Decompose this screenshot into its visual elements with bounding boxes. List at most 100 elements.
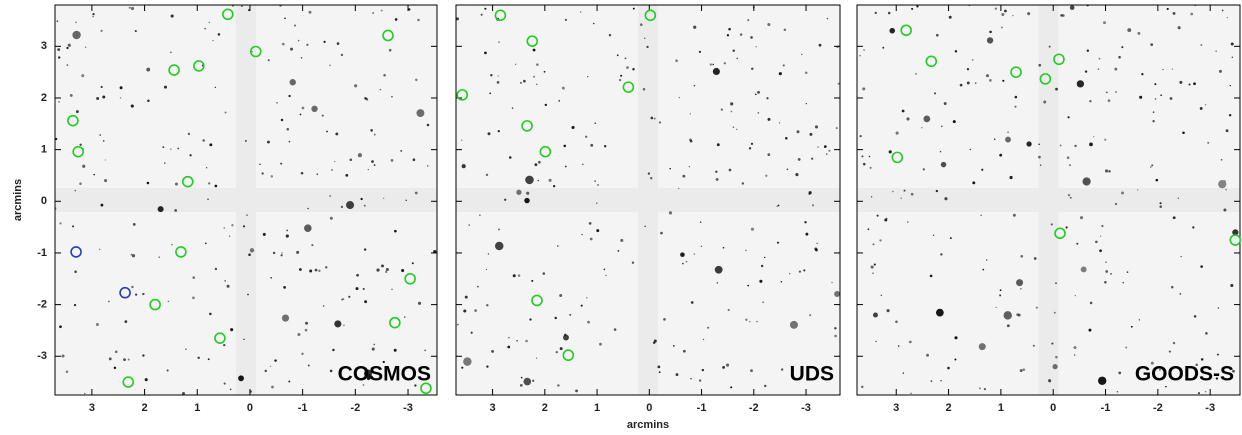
source bbox=[575, 389, 578, 393]
source bbox=[340, 205, 344, 209]
source bbox=[130, 6, 135, 11]
source bbox=[715, 170, 718, 173]
source bbox=[536, 63, 539, 66]
source bbox=[157, 206, 164, 213]
source bbox=[886, 309, 890, 313]
source bbox=[555, 350, 558, 354]
source bbox=[81, 74, 85, 78]
source bbox=[986, 74, 989, 78]
source bbox=[207, 198, 209, 201]
source bbox=[1068, 164, 1072, 167]
source bbox=[1127, 28, 1132, 33]
source bbox=[921, 127, 923, 129]
source bbox=[1032, 344, 1035, 347]
source bbox=[994, 7, 998, 10]
source bbox=[131, 254, 136, 258]
x-tick-label: 1 bbox=[194, 402, 200, 414]
source bbox=[229, 388, 232, 391]
source bbox=[693, 253, 696, 255]
source bbox=[175, 182, 178, 186]
source bbox=[391, 95, 393, 98]
source bbox=[66, 46, 69, 50]
source bbox=[585, 135, 588, 138]
source bbox=[1055, 282, 1057, 285]
source bbox=[270, 277, 272, 279]
source bbox=[587, 320, 590, 324]
source bbox=[1116, 390, 1119, 393]
source bbox=[862, 162, 866, 166]
source bbox=[242, 225, 246, 228]
source bbox=[767, 153, 771, 157]
source bbox=[325, 266, 328, 269]
source bbox=[626, 66, 629, 69]
source bbox=[831, 281, 833, 284]
source bbox=[135, 293, 138, 296]
source bbox=[532, 379, 535, 382]
source bbox=[306, 43, 309, 46]
source bbox=[461, 366, 464, 369]
source bbox=[329, 369, 333, 373]
source bbox=[580, 304, 583, 307]
source bbox=[538, 160, 541, 164]
source bbox=[906, 117, 910, 121]
source bbox=[340, 53, 344, 57]
source bbox=[923, 115, 931, 123]
source bbox=[1007, 131, 1009, 133]
source bbox=[594, 122, 597, 125]
source bbox=[909, 340, 912, 344]
source bbox=[663, 318, 666, 321]
source bbox=[1086, 49, 1089, 52]
source bbox=[981, 168, 984, 171]
x-tick-label: -1 bbox=[298, 402, 308, 414]
source bbox=[678, 96, 681, 99]
source bbox=[702, 338, 705, 341]
source bbox=[604, 145, 607, 148]
source bbox=[644, 225, 646, 228]
source bbox=[940, 380, 942, 382]
x-tick-label: 0 bbox=[646, 402, 652, 414]
source bbox=[776, 205, 779, 208]
source bbox=[385, 268, 389, 271]
x-tick-label: 3 bbox=[89, 402, 95, 414]
source bbox=[974, 82, 977, 84]
source bbox=[1221, 9, 1224, 12]
source bbox=[297, 39, 300, 42]
source bbox=[632, 68, 635, 71]
source bbox=[66, 64, 69, 66]
source bbox=[417, 18, 420, 22]
source bbox=[1098, 57, 1101, 60]
y-axis-label: arcmins bbox=[12, 179, 24, 221]
source bbox=[487, 132, 491, 136]
x-tick-label: 0 bbox=[1050, 402, 1056, 414]
source bbox=[995, 306, 997, 309]
y-tick-label: 2 bbox=[41, 92, 47, 104]
source bbox=[474, 309, 477, 312]
source bbox=[722, 366, 725, 369]
source bbox=[543, 70, 546, 73]
source bbox=[730, 102, 734, 106]
source bbox=[426, 123, 430, 127]
source bbox=[616, 54, 619, 57]
source bbox=[248, 253, 251, 257]
source bbox=[1121, 46, 1124, 49]
source bbox=[1126, 271, 1129, 273]
source-marker bbox=[644, 9, 657, 22]
source bbox=[766, 97, 769, 100]
source bbox=[525, 175, 534, 185]
source bbox=[797, 158, 801, 161]
source bbox=[553, 185, 556, 188]
source-marker bbox=[526, 35, 539, 47]
source bbox=[754, 93, 757, 96]
source bbox=[1179, 80, 1183, 84]
source bbox=[1055, 87, 1058, 91]
source bbox=[954, 336, 958, 340]
source bbox=[177, 147, 180, 150]
source bbox=[383, 73, 386, 77]
source bbox=[947, 366, 950, 370]
source bbox=[1038, 155, 1041, 159]
source bbox=[522, 79, 526, 83]
source bbox=[596, 229, 600, 233]
source bbox=[331, 168, 333, 171]
source bbox=[875, 340, 877, 343]
source bbox=[870, 265, 874, 269]
